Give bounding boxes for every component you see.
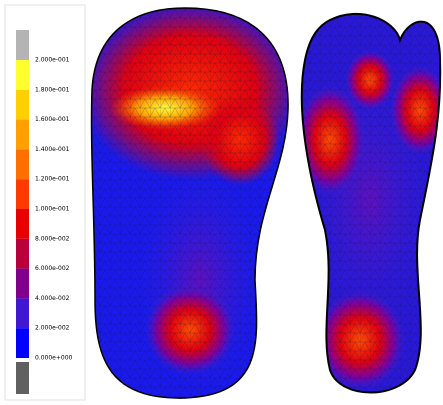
legend-label: 1.000e-001 xyxy=(35,206,70,213)
legend-under-swatch xyxy=(16,362,29,394)
legend-swatch xyxy=(16,90,29,120)
legend-swatch xyxy=(16,120,29,150)
fea-view: 2.000e-001 1.800e-001 1.600e-001 1.400e-001… xyxy=(0,0,443,405)
legend-over-swatch xyxy=(16,30,29,60)
legend-label: 1.600e-001 xyxy=(35,116,70,123)
legend-swatch xyxy=(16,328,29,358)
legend-swatch xyxy=(16,239,29,269)
legend-label: 8.000e-002 xyxy=(35,235,70,242)
legend-label: 0.000e+000 xyxy=(35,355,73,362)
legend-swatch xyxy=(16,179,29,209)
legend-label: 1.800e-001 xyxy=(35,86,70,93)
legend-label: 2.000e-001 xyxy=(35,57,70,64)
legend-label: 4.000e-002 xyxy=(35,295,70,302)
legend-label: 2.000e-002 xyxy=(35,325,70,332)
legend-label: 6.000e-002 xyxy=(35,265,70,272)
legend-swatch xyxy=(16,60,29,90)
legend-swatch xyxy=(16,269,29,299)
legend-swatch xyxy=(16,209,29,239)
legend-label: 1.200e-001 xyxy=(35,176,70,183)
legend-swatch xyxy=(16,149,29,179)
legend-swatch xyxy=(16,298,29,328)
screenshot: 2.000e-001 1.800e-001 1.600e-001 1.400e-001… xyxy=(0,0,443,405)
legend-label: 1.400e-001 xyxy=(35,146,70,153)
